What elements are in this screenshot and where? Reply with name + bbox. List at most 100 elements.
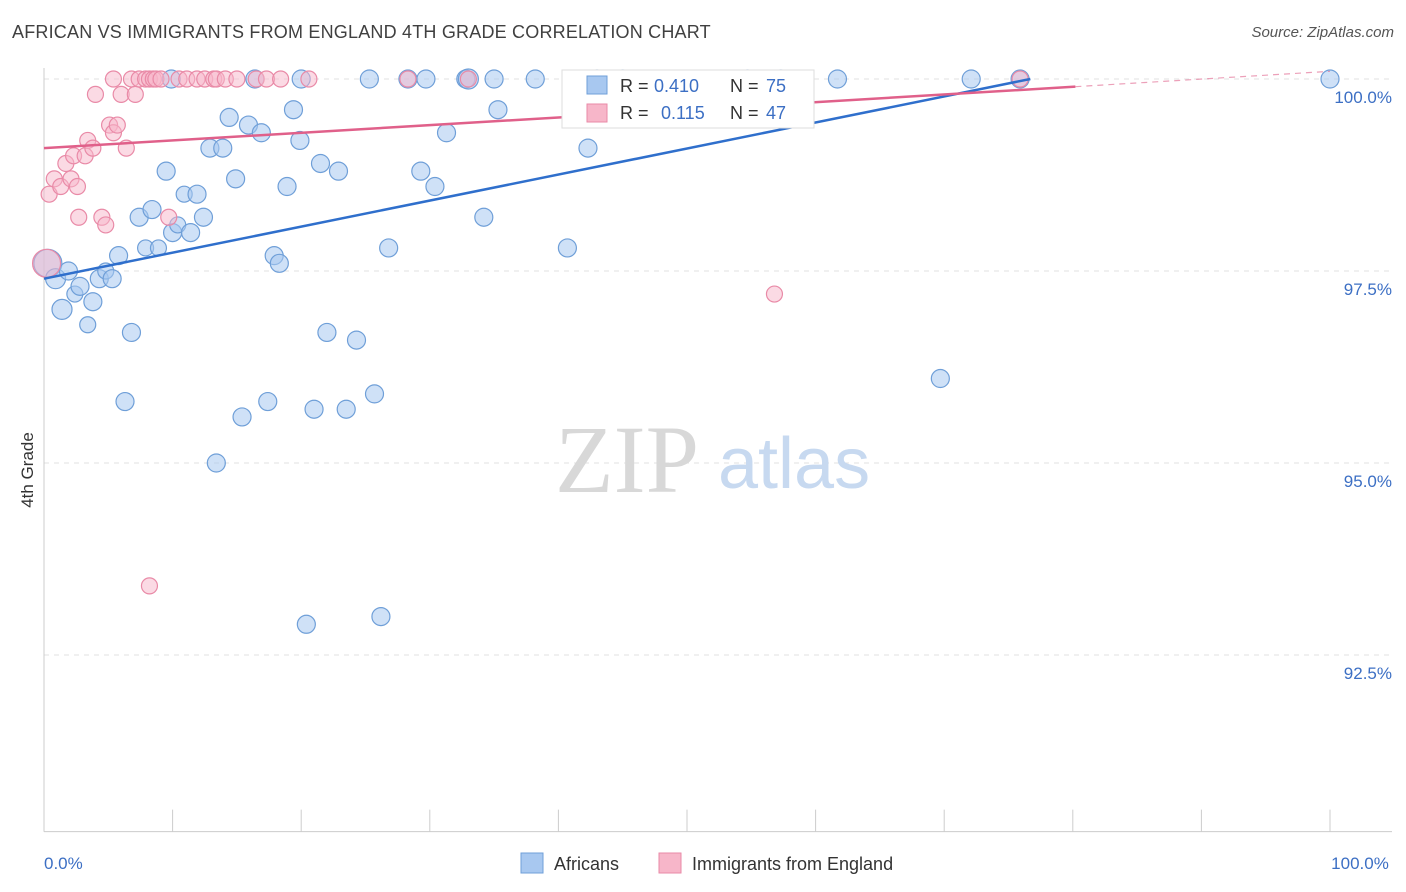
chart-title: AFRICAN VS IMMIGRANTS FROM ENGLAND 4TH G… xyxy=(12,22,711,42)
data-point xyxy=(277,176,297,197)
data-point xyxy=(336,399,356,419)
data-point xyxy=(206,453,226,473)
trend-line-england xyxy=(43,85,1076,150)
y-axis-label: 4th Grade xyxy=(18,432,37,508)
data-point xyxy=(193,207,214,227)
data-point xyxy=(219,107,239,128)
data-point xyxy=(187,184,207,204)
data-point xyxy=(364,384,385,404)
y-tick-label: 100.0% xyxy=(1334,88,1392,107)
data-point xyxy=(86,85,105,103)
trend-line-extension xyxy=(1075,70,1331,88)
grid-layer xyxy=(44,78,1392,656)
data-point xyxy=(70,276,90,296)
stats-n-value-1: 75 xyxy=(766,76,786,96)
data-point xyxy=(213,138,233,158)
stats-r-label-1: R = xyxy=(620,76,649,96)
stats-n-label-2: N = xyxy=(730,103,759,123)
stats-r-label-2: R = xyxy=(620,103,649,123)
watermark-atlas: atlas xyxy=(718,424,870,504)
data-point xyxy=(459,70,477,88)
source-label: Source: ZipAtlas.com xyxy=(1251,24,1394,41)
legend-swatch-england xyxy=(658,852,682,874)
points-layer xyxy=(31,68,1340,634)
data-point xyxy=(416,69,436,89)
legend-swatch-africans xyxy=(520,852,544,874)
stats-r-value-2: 0.115 xyxy=(661,103,705,123)
data-point xyxy=(436,123,457,143)
y-tick-label: 95.0% xyxy=(1344,472,1392,491)
legend: Africans Immigrants from England xyxy=(520,852,893,874)
data-point xyxy=(142,199,162,220)
data-point xyxy=(228,70,246,88)
data-point xyxy=(269,253,289,273)
data-point xyxy=(300,70,318,88)
y-tick-label: 92.5% xyxy=(1344,664,1392,683)
data-point xyxy=(251,123,271,143)
data-point xyxy=(399,70,417,88)
data-point xyxy=(31,248,62,278)
data-point xyxy=(827,69,848,89)
series-africans xyxy=(33,68,1340,634)
data-point xyxy=(379,238,399,258)
data-point xyxy=(474,207,494,227)
data-point xyxy=(121,322,142,343)
stats-swatch-england xyxy=(586,103,608,123)
data-point xyxy=(181,223,201,243)
data-point xyxy=(359,69,379,89)
data-point xyxy=(126,85,144,103)
legend-label-england: Immigrants from England xyxy=(692,854,893,874)
data-point xyxy=(84,139,102,157)
data-point xyxy=(115,391,135,412)
data-point xyxy=(97,216,115,234)
data-point xyxy=(152,70,170,88)
x-tick-label: 0.0% xyxy=(44,854,83,873)
data-point xyxy=(283,100,304,120)
stats-n-label-1: N = xyxy=(730,76,759,96)
data-point xyxy=(525,69,545,89)
data-point xyxy=(1320,69,1340,89)
data-point xyxy=(961,69,981,89)
data-point xyxy=(258,391,278,412)
data-point xyxy=(317,322,337,343)
stats-box: R = 0.410 N = 75 R = 0.115 N = 47 xyxy=(561,69,815,129)
data-point xyxy=(371,606,391,627)
data-point xyxy=(304,399,324,419)
data-point xyxy=(310,153,331,174)
data-point xyxy=(160,208,178,226)
data-point xyxy=(411,161,431,181)
legend-label-africans: Africans xyxy=(554,854,619,874)
data-point xyxy=(51,298,73,320)
data-point xyxy=(765,285,784,303)
axes-layer: 100.0% 97.5% 95.0% 92.5% 0.0% 100.0% xyxy=(43,68,1392,873)
series-england xyxy=(31,70,1029,595)
data-point xyxy=(346,330,367,350)
stats-r-value-1: 0.410 xyxy=(654,76,699,96)
stats-swatch-africans xyxy=(586,75,608,95)
data-point xyxy=(557,238,578,258)
data-point xyxy=(578,138,598,158)
trend-line-africans xyxy=(43,77,1031,280)
data-point xyxy=(484,69,504,89)
data-point xyxy=(108,116,126,134)
data-point xyxy=(290,130,310,151)
data-point xyxy=(68,177,87,196)
data-point xyxy=(102,269,122,289)
data-point xyxy=(104,70,123,88)
data-point xyxy=(930,368,950,389)
data-point xyxy=(425,176,445,197)
data-point xyxy=(70,208,88,226)
data-point xyxy=(272,70,290,88)
watermark-zip: ZIP xyxy=(555,406,699,513)
data-point xyxy=(226,169,246,189)
data-point xyxy=(296,614,316,634)
data-point xyxy=(328,161,349,181)
data-point xyxy=(140,577,159,595)
data-point xyxy=(79,316,97,334)
data-point xyxy=(232,407,252,427)
data-point xyxy=(58,261,79,281)
x-tick-label: 100.0% xyxy=(1331,854,1389,873)
data-point xyxy=(83,292,103,312)
y-tick-label: 97.5% xyxy=(1344,280,1392,299)
